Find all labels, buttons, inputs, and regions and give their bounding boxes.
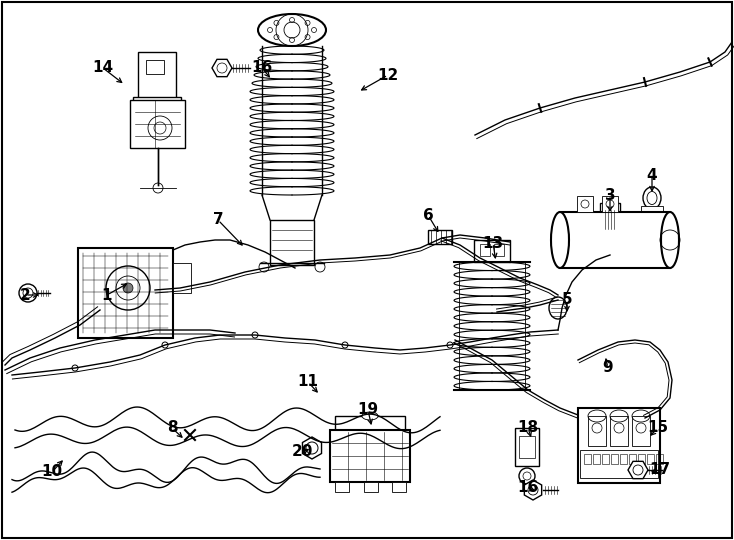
Bar <box>560 212 670 268</box>
Circle shape <box>259 262 269 272</box>
Bar <box>130 100 185 148</box>
Bar <box>602 454 609 464</box>
Bar <box>474 240 510 262</box>
Circle shape <box>315 262 325 272</box>
Ellipse shape <box>362 412 378 420</box>
Circle shape <box>123 283 133 293</box>
Ellipse shape <box>258 14 326 46</box>
Text: 15: 15 <box>647 421 669 435</box>
Text: 11: 11 <box>297 375 319 389</box>
Bar <box>588 416 606 446</box>
Ellipse shape <box>643 187 661 209</box>
Bar <box>638 454 645 464</box>
Bar <box>270 220 314 265</box>
Ellipse shape <box>647 192 657 205</box>
Text: 1: 1 <box>102 287 112 302</box>
Bar <box>611 454 618 464</box>
Text: 13: 13 <box>482 235 504 251</box>
Circle shape <box>252 332 258 338</box>
Bar <box>578 408 660 483</box>
Bar <box>593 454 600 464</box>
Text: 5: 5 <box>562 293 573 307</box>
Bar <box>629 454 636 464</box>
Circle shape <box>519 468 535 484</box>
Bar <box>515 428 539 466</box>
Bar <box>600 203 620 212</box>
Bar <box>656 454 663 464</box>
Bar <box>632 416 650 446</box>
Bar <box>78 248 173 338</box>
Bar <box>580 450 658 478</box>
Text: 7: 7 <box>213 213 223 227</box>
Ellipse shape <box>610 410 628 422</box>
Ellipse shape <box>661 212 679 268</box>
Text: 9: 9 <box>603 361 614 375</box>
Bar <box>335 482 349 492</box>
Circle shape <box>72 365 78 371</box>
Circle shape <box>148 116 172 140</box>
Bar <box>138 52 176 102</box>
Bar <box>494 244 504 256</box>
Text: 20: 20 <box>291 444 313 460</box>
Text: 17: 17 <box>650 462 671 477</box>
Circle shape <box>162 342 168 348</box>
Text: 19: 19 <box>357 402 379 417</box>
Text: 16: 16 <box>251 60 272 76</box>
Text: 16: 16 <box>517 481 539 496</box>
Bar <box>364 482 378 492</box>
Bar <box>584 454 591 464</box>
Circle shape <box>342 342 348 348</box>
Text: 6: 6 <box>423 207 433 222</box>
Bar <box>480 244 490 256</box>
Ellipse shape <box>549 297 567 319</box>
Circle shape <box>19 284 37 302</box>
Ellipse shape <box>551 212 569 268</box>
Bar <box>133 97 181 115</box>
Text: 3: 3 <box>605 187 615 202</box>
Bar <box>428 230 452 244</box>
Bar <box>330 430 410 482</box>
Bar <box>620 454 627 464</box>
Bar <box>173 263 191 293</box>
Text: 8: 8 <box>167 421 178 435</box>
Text: 10: 10 <box>41 464 62 480</box>
Circle shape <box>106 266 150 310</box>
Bar <box>392 482 406 492</box>
Text: 2: 2 <box>20 287 30 302</box>
Bar <box>335 416 405 430</box>
Bar <box>146 60 164 74</box>
Bar <box>602 196 618 212</box>
Text: 12: 12 <box>377 68 399 83</box>
Bar <box>519 436 535 458</box>
Circle shape <box>153 183 163 193</box>
Text: 18: 18 <box>517 421 539 435</box>
Bar <box>647 454 654 464</box>
Ellipse shape <box>588 410 606 422</box>
Bar <box>610 416 628 446</box>
Bar <box>604 210 616 230</box>
Circle shape <box>447 342 453 348</box>
Text: 4: 4 <box>647 167 658 183</box>
Bar <box>577 196 593 212</box>
Ellipse shape <box>632 410 650 422</box>
Text: 14: 14 <box>92 60 114 76</box>
Bar <box>641 206 663 214</box>
